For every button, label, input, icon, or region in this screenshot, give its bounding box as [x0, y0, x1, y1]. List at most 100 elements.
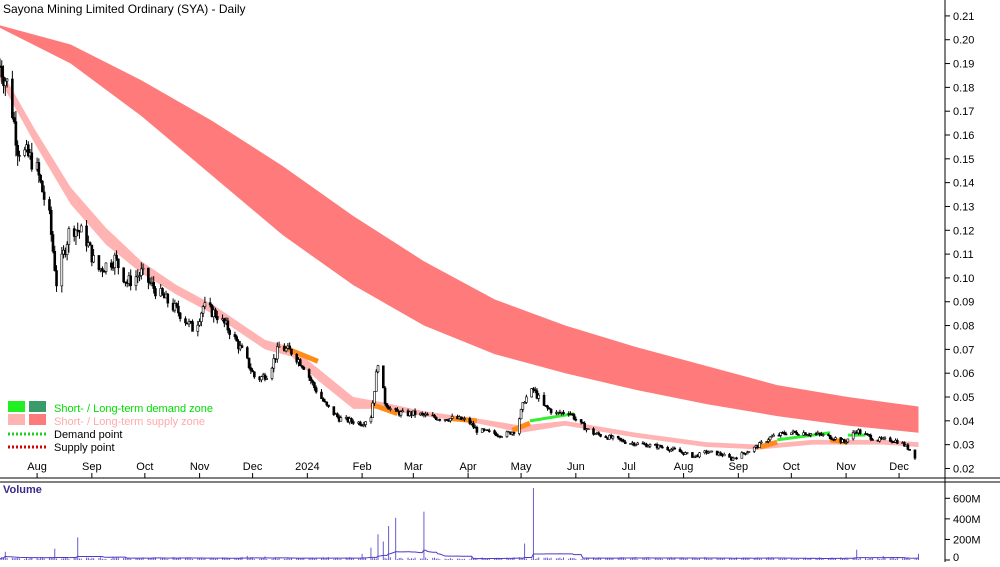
price-tick-label: 0.10	[953, 273, 974, 285]
candle-down	[88, 242, 92, 246]
candle-up	[521, 402, 525, 410]
candle-down	[30, 152, 34, 170]
volume-tick-label: 400M	[953, 514, 981, 526]
candle-down	[426, 413, 429, 416]
candle-down	[908, 449, 911, 451]
candle-up	[276, 346, 279, 360]
candle-down	[336, 413, 339, 418]
candle-down	[906, 444, 910, 450]
candle-down	[152, 281, 155, 289]
candle-down	[309, 377, 313, 381]
candle-down	[321, 398, 325, 402]
candle-down	[249, 367, 253, 371]
candle-down	[512, 431, 516, 434]
candle-down	[245, 347, 249, 359]
candle-up	[636, 442, 639, 445]
date-tick-label: Oct	[136, 461, 153, 473]
candle-up	[669, 449, 673, 452]
candle-down	[175, 303, 178, 307]
short-term-demand-zone	[529, 412, 575, 423]
candle-up	[198, 321, 201, 326]
price-tick-label: 0.09	[953, 297, 974, 309]
price-axis: 0.21 0.20 0.19 0.18 0.17 0.16 0.15 0.14 0.13 0.12…	[945, 11, 974, 475]
candle-up	[611, 435, 615, 439]
candle-down	[691, 452, 694, 458]
candle-up	[201, 306, 205, 314]
candle-up	[65, 244, 69, 255]
candle-down	[562, 411, 565, 414]
volume-average-line	[0, 549, 919, 560]
candle-down	[147, 267, 150, 283]
candle-down	[351, 421, 355, 424]
candle-up	[79, 225, 83, 233]
candle-up	[523, 402, 526, 404]
candle-down	[705, 450, 708, 454]
candle-down	[385, 403, 389, 408]
candle-up	[883, 437, 887, 440]
candle-up	[752, 446, 756, 452]
candle-up	[586, 428, 590, 430]
candle-down	[782, 432, 786, 435]
date-tick-label: Oct	[783, 461, 800, 473]
candle-down	[459, 416, 463, 420]
candle-up	[779, 432, 783, 436]
candle-up	[200, 312, 203, 322]
candle-up	[140, 268, 143, 276]
candle-down	[896, 440, 899, 444]
candle-down	[48, 199, 51, 211]
candle-down	[728, 453, 731, 458]
candle-up	[260, 376, 263, 381]
date-tick-label: Nov	[190, 461, 210, 473]
candle-up	[371, 402, 375, 418]
candle-up	[768, 436, 772, 441]
candle-down	[16, 144, 19, 156]
candle-down	[572, 414, 576, 420]
candle-up	[265, 378, 269, 380]
volume-title: Volume	[3, 484, 42, 496]
candle-down	[659, 444, 662, 448]
candle-down	[381, 365, 385, 389]
candle-up	[74, 229, 78, 237]
candle-down	[661, 446, 664, 449]
candle-up	[844, 441, 848, 444]
candle-down	[487, 430, 491, 432]
candle-down	[26, 144, 30, 157]
candle-up	[722, 453, 726, 457]
candle-up	[790, 432, 793, 435]
date-tick-label: Mar	[404, 461, 423, 473]
candle-down	[858, 429, 862, 434]
candle-up	[450, 416, 454, 419]
candle-down	[673, 447, 677, 450]
candle-down	[871, 439, 874, 441]
candle-up	[692, 456, 696, 458]
candle-down	[41, 180, 44, 193]
candle-up	[173, 303, 177, 311]
candle-down	[832, 438, 836, 441]
candle-down	[51, 234, 55, 252]
candle-down	[599, 434, 602, 437]
candle-down	[618, 437, 622, 440]
candle-down	[535, 390, 539, 399]
candle-up	[500, 436, 503, 438]
candle-down	[445, 419, 449, 421]
candle-down	[472, 422, 475, 428]
price-tick-label: 0.03	[953, 440, 974, 452]
candle-down	[307, 369, 311, 378]
candle-up	[134, 276, 138, 286]
volume-tick-label: 600M	[953, 493, 981, 505]
candle-up	[23, 149, 27, 156]
zones-layer	[0, 25, 919, 450]
candle-down	[37, 162, 41, 176]
candle-up	[270, 367, 274, 379]
candle-up	[104, 262, 108, 272]
candle-up	[710, 450, 714, 453]
candle-down	[90, 244, 94, 263]
candle-up	[698, 452, 701, 458]
candle-up	[369, 417, 373, 423]
candle-down	[546, 405, 549, 409]
legend-label: Short- / Long-term supply zone	[54, 416, 205, 428]
candle-up	[707, 452, 710, 454]
long-term-supply-zone	[0, 25, 919, 433]
candle-down	[49, 209, 53, 235]
